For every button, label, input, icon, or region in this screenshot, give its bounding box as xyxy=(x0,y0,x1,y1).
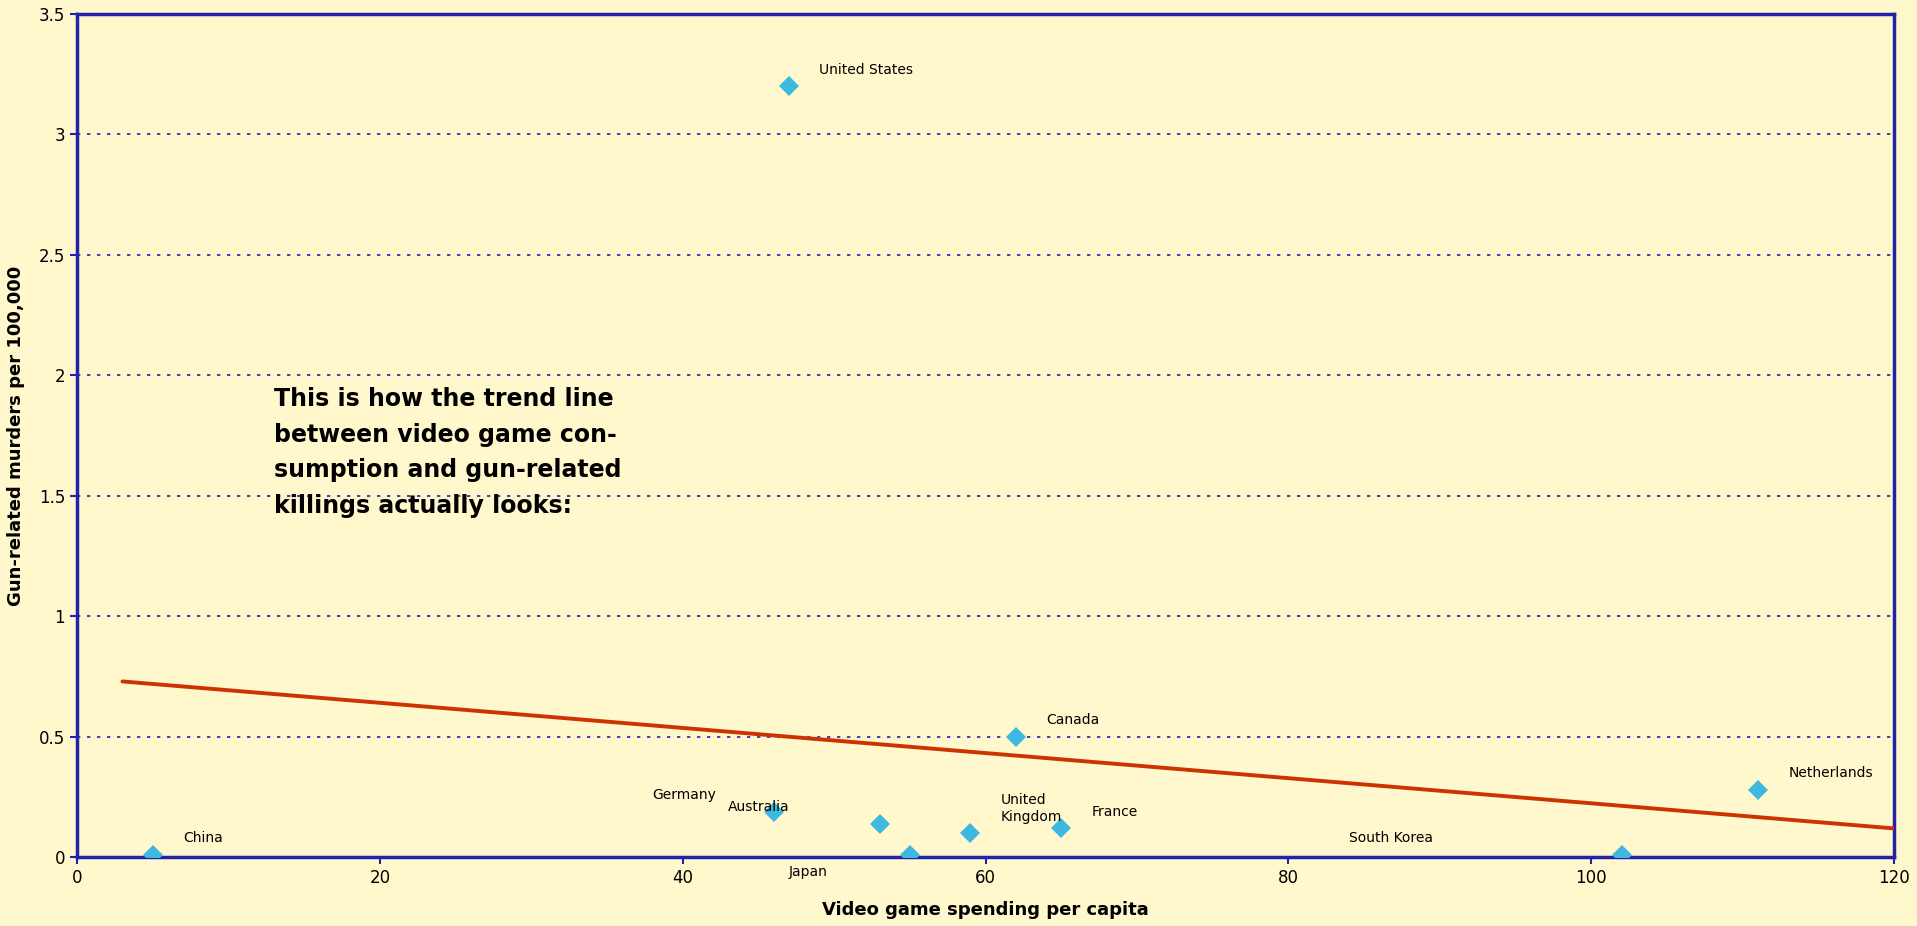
Text: South Korea: South Korea xyxy=(1350,832,1434,845)
Text: United
Kingdom: United Kingdom xyxy=(1001,794,1062,823)
Text: Australia: Australia xyxy=(728,800,790,814)
Text: China: China xyxy=(182,832,222,845)
X-axis label: Video game spending per capita: Video game spending per capita xyxy=(822,901,1148,920)
Text: Japan: Japan xyxy=(788,865,828,879)
Text: Netherlands: Netherlands xyxy=(1789,766,1873,781)
Text: Germany: Germany xyxy=(652,788,717,802)
Text: Canada: Canada xyxy=(1047,713,1100,727)
Y-axis label: Gun-related murders per 100,000: Gun-related murders per 100,000 xyxy=(8,266,25,606)
Text: This is how the trend line
between video game con-
sumption and gun-related
kill: This is how the trend line between video… xyxy=(274,387,621,518)
Text: France: France xyxy=(1091,805,1139,819)
Text: United States: United States xyxy=(819,63,912,77)
